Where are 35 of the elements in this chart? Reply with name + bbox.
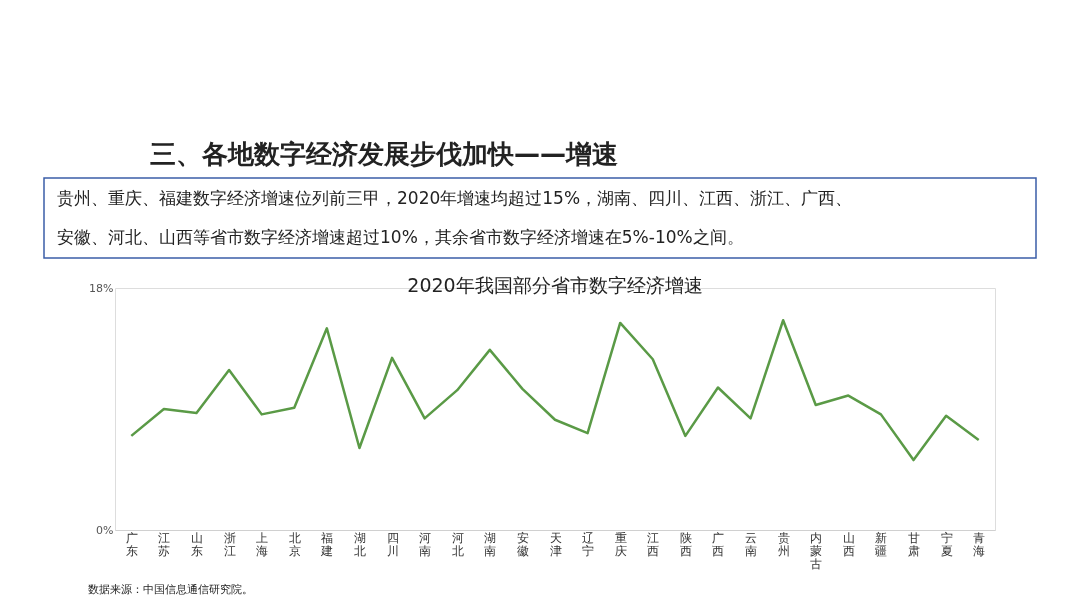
x-tick-label: 河南	[419, 530, 432, 558]
y-tick-label: 0%	[96, 523, 114, 537]
line-series	[130, 319, 980, 462]
text: 贵州、重庆、福建数字经济增速位列前三甲，2020年增速均超过15%，湖南、四川、江西、浙江、广西、	[57, 188, 853, 208]
x-tick-label: 山东	[190, 530, 203, 558]
x-tick-label: 广西	[712, 530, 725, 558]
x-tick-label: 青海	[973, 530, 986, 558]
x-tick-label: 湖北	[353, 530, 366, 558]
x-tick-label: 四川	[386, 530, 399, 558]
y-tick-label: 18%	[89, 281, 114, 295]
x-tick-label: 江苏	[158, 530, 171, 558]
x-tick-label: 浙江	[223, 530, 236, 558]
x-tick-label: 河北	[451, 530, 464, 558]
x-tick-label: 云南	[745, 530, 758, 558]
x-tick-label: 辽宁	[582, 530, 595, 558]
x-tick-label: 甘肃	[908, 530, 921, 558]
text: 安徽、河北、山西等省市数字经济增速超过10%，其余省市数字经济增速在5%-10%之间。	[57, 227, 744, 247]
x-tick-label: 湖南	[484, 530, 497, 558]
x-tick-label: 北京	[288, 530, 301, 558]
x-tick-label: 安徽	[516, 530, 529, 558]
source-note: 数据来源：中国信息通信研究院。	[88, 583, 253, 596]
x-tick-label: 内蒙古	[810, 530, 823, 571]
x-tick-label: 上海	[256, 530, 269, 558]
x-tick-label: 贵州	[777, 530, 790, 558]
x-tick-label: 福建	[320, 530, 334, 558]
chart-title: 2020年我国部分省市数字经济增速	[407, 274, 703, 296]
x-tick-label: 新疆	[875, 530, 888, 558]
x-tick-label: 天津	[549, 530, 562, 558]
x-tick-label: 重庆	[614, 530, 627, 558]
x-tick-label: 江西	[647, 530, 660, 558]
x-tick-label: 宁夏	[940, 530, 953, 558]
x-tick-label: 广东	[125, 530, 138, 558]
x-tick-label: 陕西	[679, 530, 692, 558]
text: 三、各地数字经济发展步伐加快——增速	[150, 139, 618, 169]
x-tick-label: 山西	[842, 530, 855, 558]
